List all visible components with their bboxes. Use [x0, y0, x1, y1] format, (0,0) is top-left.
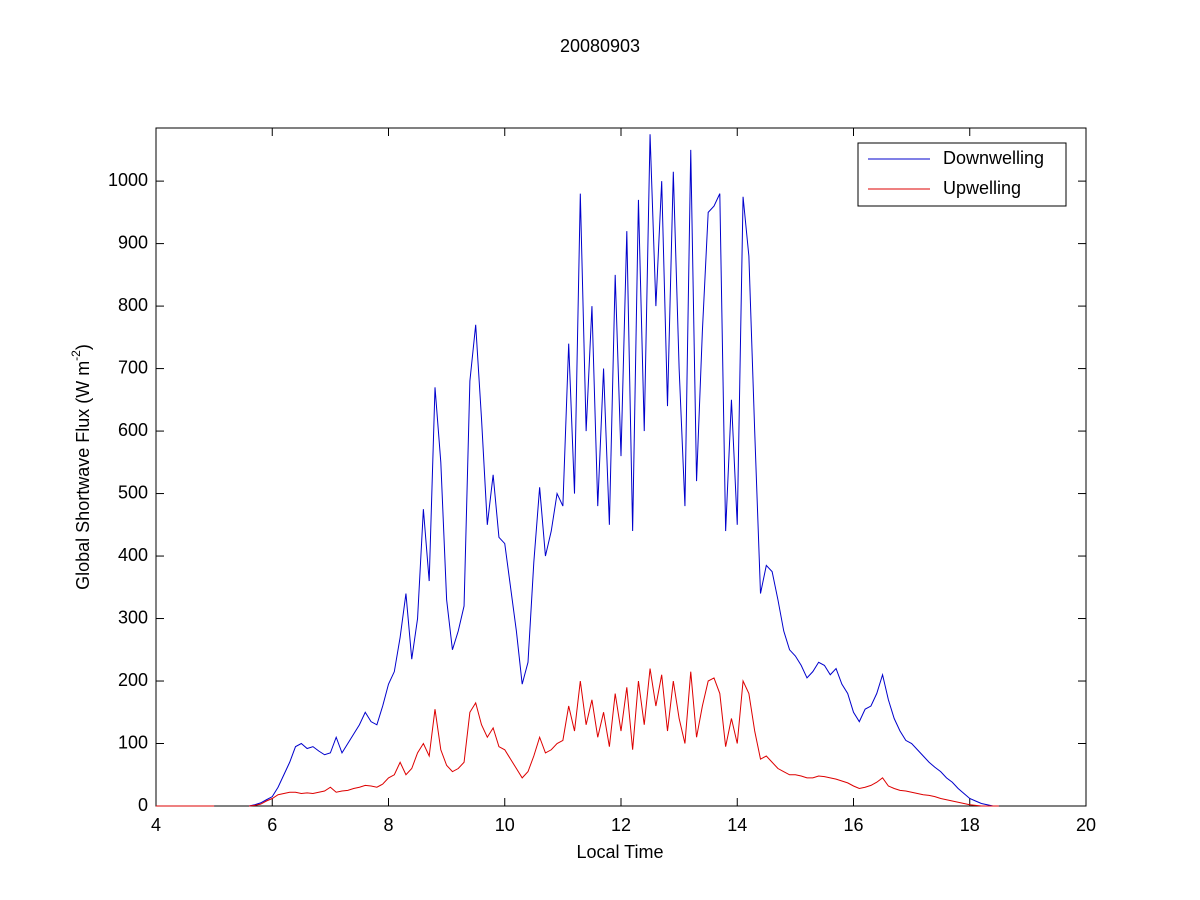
- data-line: [156, 668, 999, 807]
- y-axis-label: Global Shortwave Flux (W m-2): [69, 344, 93, 590]
- x-axis-label: Local Time: [576, 842, 663, 862]
- legend-box: [857, 142, 1067, 207]
- y-tick-label: 700: [118, 357, 148, 377]
- y-axis-label-close: ): [73, 344, 93, 350]
- legend-label: Upwelling: [943, 178, 1021, 198]
- legend-label: Downwelling: [943, 148, 1044, 168]
- y-tick-label: 600: [118, 420, 148, 440]
- x-tick-label: 20: [1076, 815, 1096, 835]
- y-tick-label: 200: [118, 670, 148, 690]
- y-axis-label-sup: -2: [69, 350, 83, 361]
- y-tick-label: 100: [118, 732, 148, 752]
- y-axis-label-text: Global Shortwave Flux (W m: [73, 361, 93, 590]
- x-tick-label: 12: [611, 815, 631, 835]
- x-tick-label: 16: [843, 815, 863, 835]
- y-tick-label: 400: [118, 545, 148, 565]
- y-tick-label: 300: [118, 607, 148, 627]
- x-tick-label: 14: [727, 815, 747, 835]
- chart-title: 20080903: [560, 36, 640, 56]
- y-tick-label: 900: [118, 232, 148, 252]
- y-tick-label: 800: [118, 295, 148, 315]
- x-tick-label: 4: [151, 815, 161, 835]
- y-tick-label: 0: [138, 795, 148, 815]
- x-tick-label: 8: [383, 815, 393, 835]
- x-tick-label: 18: [960, 815, 980, 835]
- y-tick-label: 1000: [108, 170, 148, 190]
- x-tick-label: 10: [495, 815, 515, 835]
- y-tick-label: 500: [118, 482, 148, 502]
- x-tick-label: 6: [267, 815, 277, 835]
